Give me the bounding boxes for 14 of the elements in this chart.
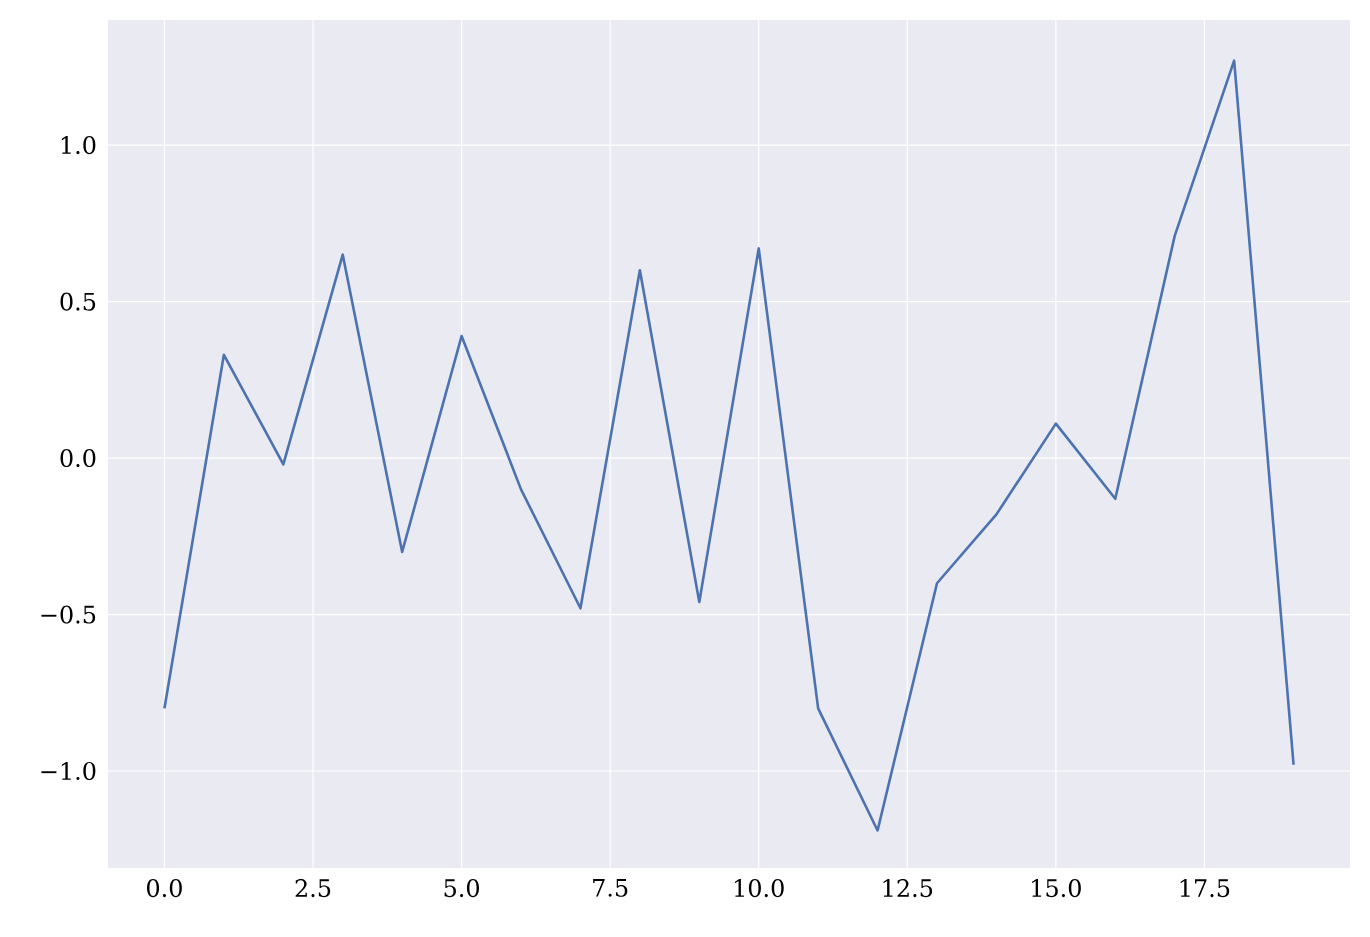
x-tick-label: 10.0	[735, 879, 784, 898]
x-tick-label: 7.5	[593, 879, 628, 897]
x-tick-label: 0.0	[147, 879, 182, 898]
y-tick-label: −0.5	[41, 605, 96, 624]
y-tick-label: 0.5	[60, 292, 96, 311]
y-tick-label: 1.0	[61, 136, 96, 155]
y-tick-label: −1.0	[41, 761, 96, 781]
x-tick-label: 5.0	[444, 879, 480, 898]
x-tick-label: 12.5	[883, 879, 933, 898]
x-tick-label: 2.5	[295, 879, 331, 898]
x-tick-label: 15.0	[1032, 879, 1081, 898]
line-series	[163, 59, 1295, 832]
x-tick-label: 17.5	[1180, 879, 1230, 898]
y-tick-label: 0.0	[60, 449, 96, 468]
